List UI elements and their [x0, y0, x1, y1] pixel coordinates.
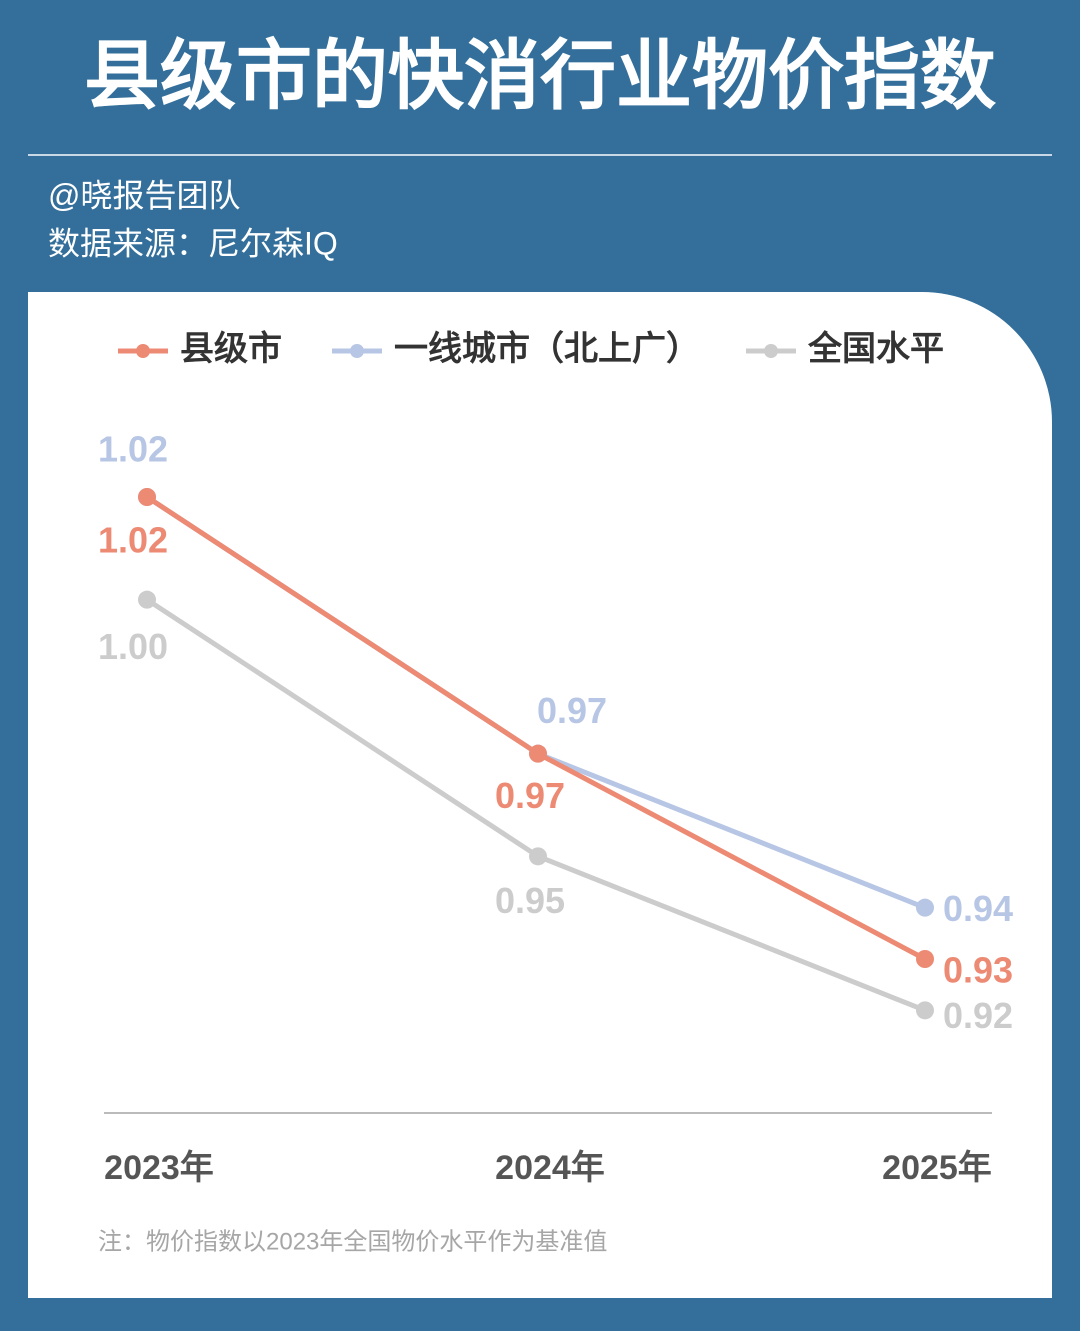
data-point: [916, 1001, 934, 1020]
legend-label: 全国水平: [807, 329, 944, 368]
data-label: 0.92: [943, 995, 1013, 1036]
legend-marker: [350, 344, 364, 358]
data-label: 0.97: [495, 775, 565, 816]
data-label: 1.02: [98, 429, 168, 470]
legend-label: 县级市: [180, 329, 282, 368]
data-label: 1.02: [98, 520, 168, 561]
data-point: [529, 744, 547, 763]
data-point: [916, 950, 934, 968]
data-label: 0.95: [495, 880, 565, 921]
data-point: [529, 847, 547, 866]
legend-marker: [136, 344, 150, 358]
author: @晓报告团队: [48, 177, 241, 213]
x-tick-label: 2024年: [495, 1149, 605, 1187]
data-label: 0.93: [943, 950, 1013, 991]
card: [28, 292, 1052, 1298]
data-label: 0.97: [537, 690, 607, 731]
data-label: 1.00: [98, 626, 168, 667]
data-point: [916, 898, 934, 917]
chart-title: 县级市的快消行业物价指数: [84, 34, 996, 119]
legend-label: 一线城市（北上广）: [394, 329, 700, 368]
data-point: [138, 488, 156, 506]
x-tick-label: 2023年: [104, 1149, 214, 1187]
source: 数据来源：尼尔森IQ: [48, 225, 338, 261]
x-tick-label: 2025年: [882, 1149, 992, 1187]
data-label: 0.94: [943, 888, 1013, 929]
note: 注：物价指数以2023年全国物价水平作为基准值: [98, 1228, 607, 1255]
data-point: [138, 590, 156, 609]
legend-marker: [764, 344, 778, 358]
